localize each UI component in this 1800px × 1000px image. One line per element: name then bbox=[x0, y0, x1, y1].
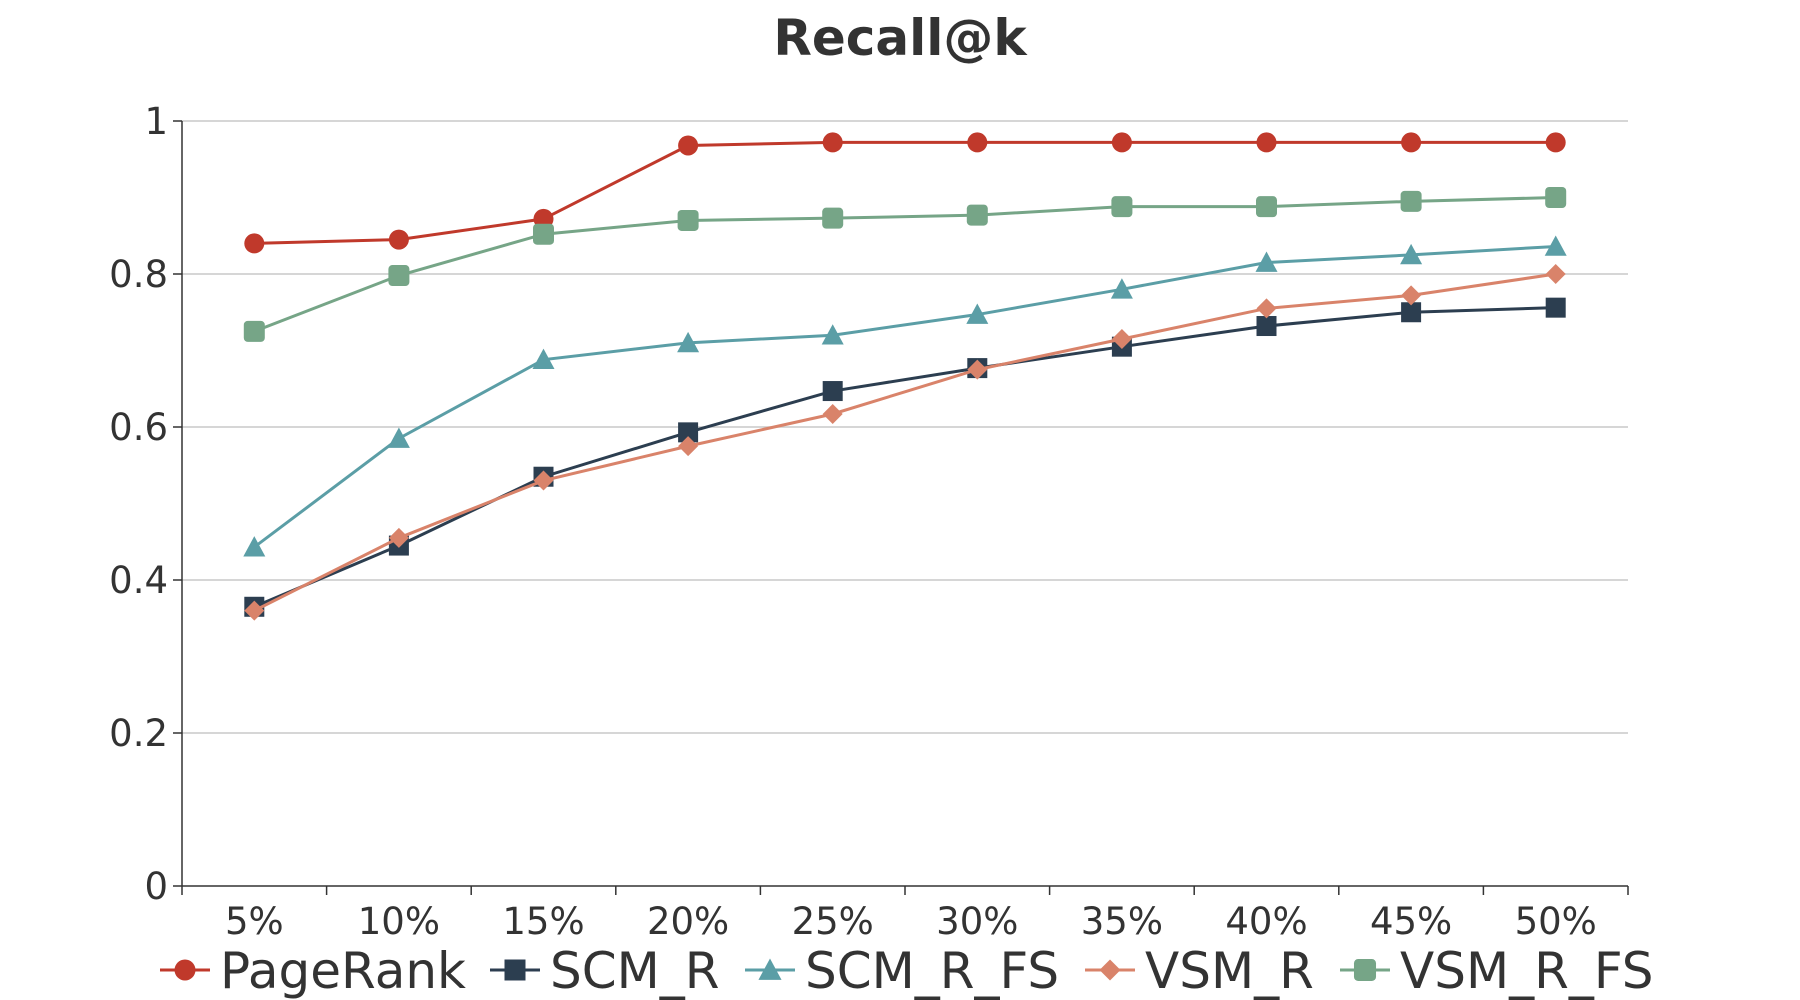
data-point bbox=[1545, 132, 1566, 153]
series-scm-r-fs bbox=[243, 235, 1567, 557]
data-point bbox=[387, 427, 410, 448]
data-point bbox=[1111, 132, 1132, 153]
legend-marker bbox=[758, 958, 782, 980]
x-tick-label: 5% bbox=[225, 900, 284, 943]
data-point bbox=[1401, 132, 1422, 153]
data-point bbox=[967, 132, 988, 153]
y-tick-label: 1 bbox=[144, 100, 168, 143]
x-tick-label: 15% bbox=[502, 900, 584, 943]
legend-label: SCM_R bbox=[550, 942, 720, 1000]
data-point bbox=[244, 600, 265, 621]
data-point bbox=[1544, 235, 1567, 256]
x-tick-label: 50% bbox=[1515, 900, 1597, 943]
y-tick-label: 0 bbox=[144, 865, 168, 908]
y-tick-label: 0.8 bbox=[109, 253, 168, 296]
data-point bbox=[388, 265, 410, 287]
data-point bbox=[1545, 297, 1566, 318]
legend-marker bbox=[174, 959, 196, 981]
legend-marker bbox=[1353, 958, 1377, 982]
legend-item-scm-r-fs: SCM_R_FS bbox=[745, 942, 1059, 1000]
legend-label: VSM_R_FS bbox=[1400, 942, 1653, 1000]
data-point bbox=[532, 348, 555, 370]
legend-item-pagerank: PageRank bbox=[160, 942, 466, 1000]
data-point bbox=[244, 233, 265, 254]
data-point bbox=[243, 320, 265, 342]
data-point bbox=[1256, 316, 1277, 337]
legend-item-scm-r: SCM_R bbox=[490, 942, 720, 1000]
legend-label: PageRank bbox=[220, 942, 466, 1000]
legend-item-vsm-r-fs: VSM_R_FS bbox=[1340, 942, 1653, 1000]
series-pagerank bbox=[244, 132, 1566, 254]
x-tick-label: 25% bbox=[792, 900, 874, 943]
x-tick-label: 40% bbox=[1225, 900, 1307, 943]
data-point bbox=[678, 422, 699, 443]
series-vsm-r-fs bbox=[243, 187, 1567, 342]
series-vsm-r bbox=[244, 264, 1566, 621]
data-point bbox=[1545, 187, 1567, 208]
data-point bbox=[822, 207, 844, 229]
data-point bbox=[388, 527, 409, 548]
legend: PageRank SCM_R SCM_R_FS VSM_R VSM_R_FS bbox=[160, 942, 1653, 1000]
data-point bbox=[1400, 190, 1422, 212]
data-point bbox=[678, 436, 699, 457]
series-layer bbox=[243, 132, 1567, 621]
series-line bbox=[253, 272, 1556, 612]
data-point bbox=[822, 403, 843, 424]
data-point bbox=[967, 359, 988, 380]
data-point bbox=[677, 331, 700, 353]
series-line bbox=[253, 196, 1556, 333]
data-point bbox=[822, 381, 843, 402]
data-point bbox=[966, 303, 989, 324]
legend-label: VSM_R bbox=[1145, 942, 1314, 1000]
series-line bbox=[253, 306, 1556, 609]
data-point bbox=[1111, 329, 1132, 350]
grid-lines bbox=[182, 120, 1628, 734]
y-tick-label: 0.4 bbox=[109, 559, 168, 602]
data-point bbox=[1256, 298, 1277, 319]
x-tick-label: 45% bbox=[1370, 900, 1452, 943]
data-point bbox=[1401, 285, 1422, 306]
data-point bbox=[821, 324, 844, 345]
data-point bbox=[966, 204, 988, 226]
data-point bbox=[1110, 278, 1133, 299]
x-tick-label: 35% bbox=[1081, 900, 1163, 943]
y-tick-label: 0.2 bbox=[109, 712, 168, 755]
x-tick-label: 10% bbox=[358, 900, 440, 943]
data-point bbox=[1400, 243, 1423, 265]
axes: 00.20.40.60.815% 10% 15% 20% 25% 30% 35% 40% 45%… bbox=[109, 100, 1629, 943]
legend-marker bbox=[504, 959, 526, 981]
chart-title: Recall@k bbox=[773, 9, 1028, 67]
data-point bbox=[1111, 196, 1133, 218]
data-point bbox=[388, 229, 409, 250]
series-line bbox=[253, 244, 1556, 549]
series-line bbox=[254, 140, 1556, 245]
data-point bbox=[533, 470, 554, 491]
data-point bbox=[677, 209, 699, 231]
x-tick-label: 30% bbox=[936, 900, 1018, 943]
data-point bbox=[678, 135, 699, 156]
legend-label: SCM_R_FS bbox=[805, 942, 1059, 1000]
series-scm-r bbox=[244, 297, 1566, 617]
y-tick-label: 0.6 bbox=[109, 406, 168, 449]
data-point bbox=[533, 223, 554, 245]
data-point bbox=[1401, 302, 1422, 323]
data-point bbox=[243, 536, 266, 557]
legend-marker bbox=[1099, 959, 1121, 981]
x-tick-label: 20% bbox=[647, 900, 729, 943]
data-point bbox=[1255, 251, 1278, 272]
data-point bbox=[822, 132, 843, 153]
data-point bbox=[1545, 264, 1566, 284]
legend-item-vsm-r: VSM_R bbox=[1085, 942, 1314, 1000]
data-point bbox=[1256, 196, 1277, 218]
data-point bbox=[1256, 132, 1277, 153]
